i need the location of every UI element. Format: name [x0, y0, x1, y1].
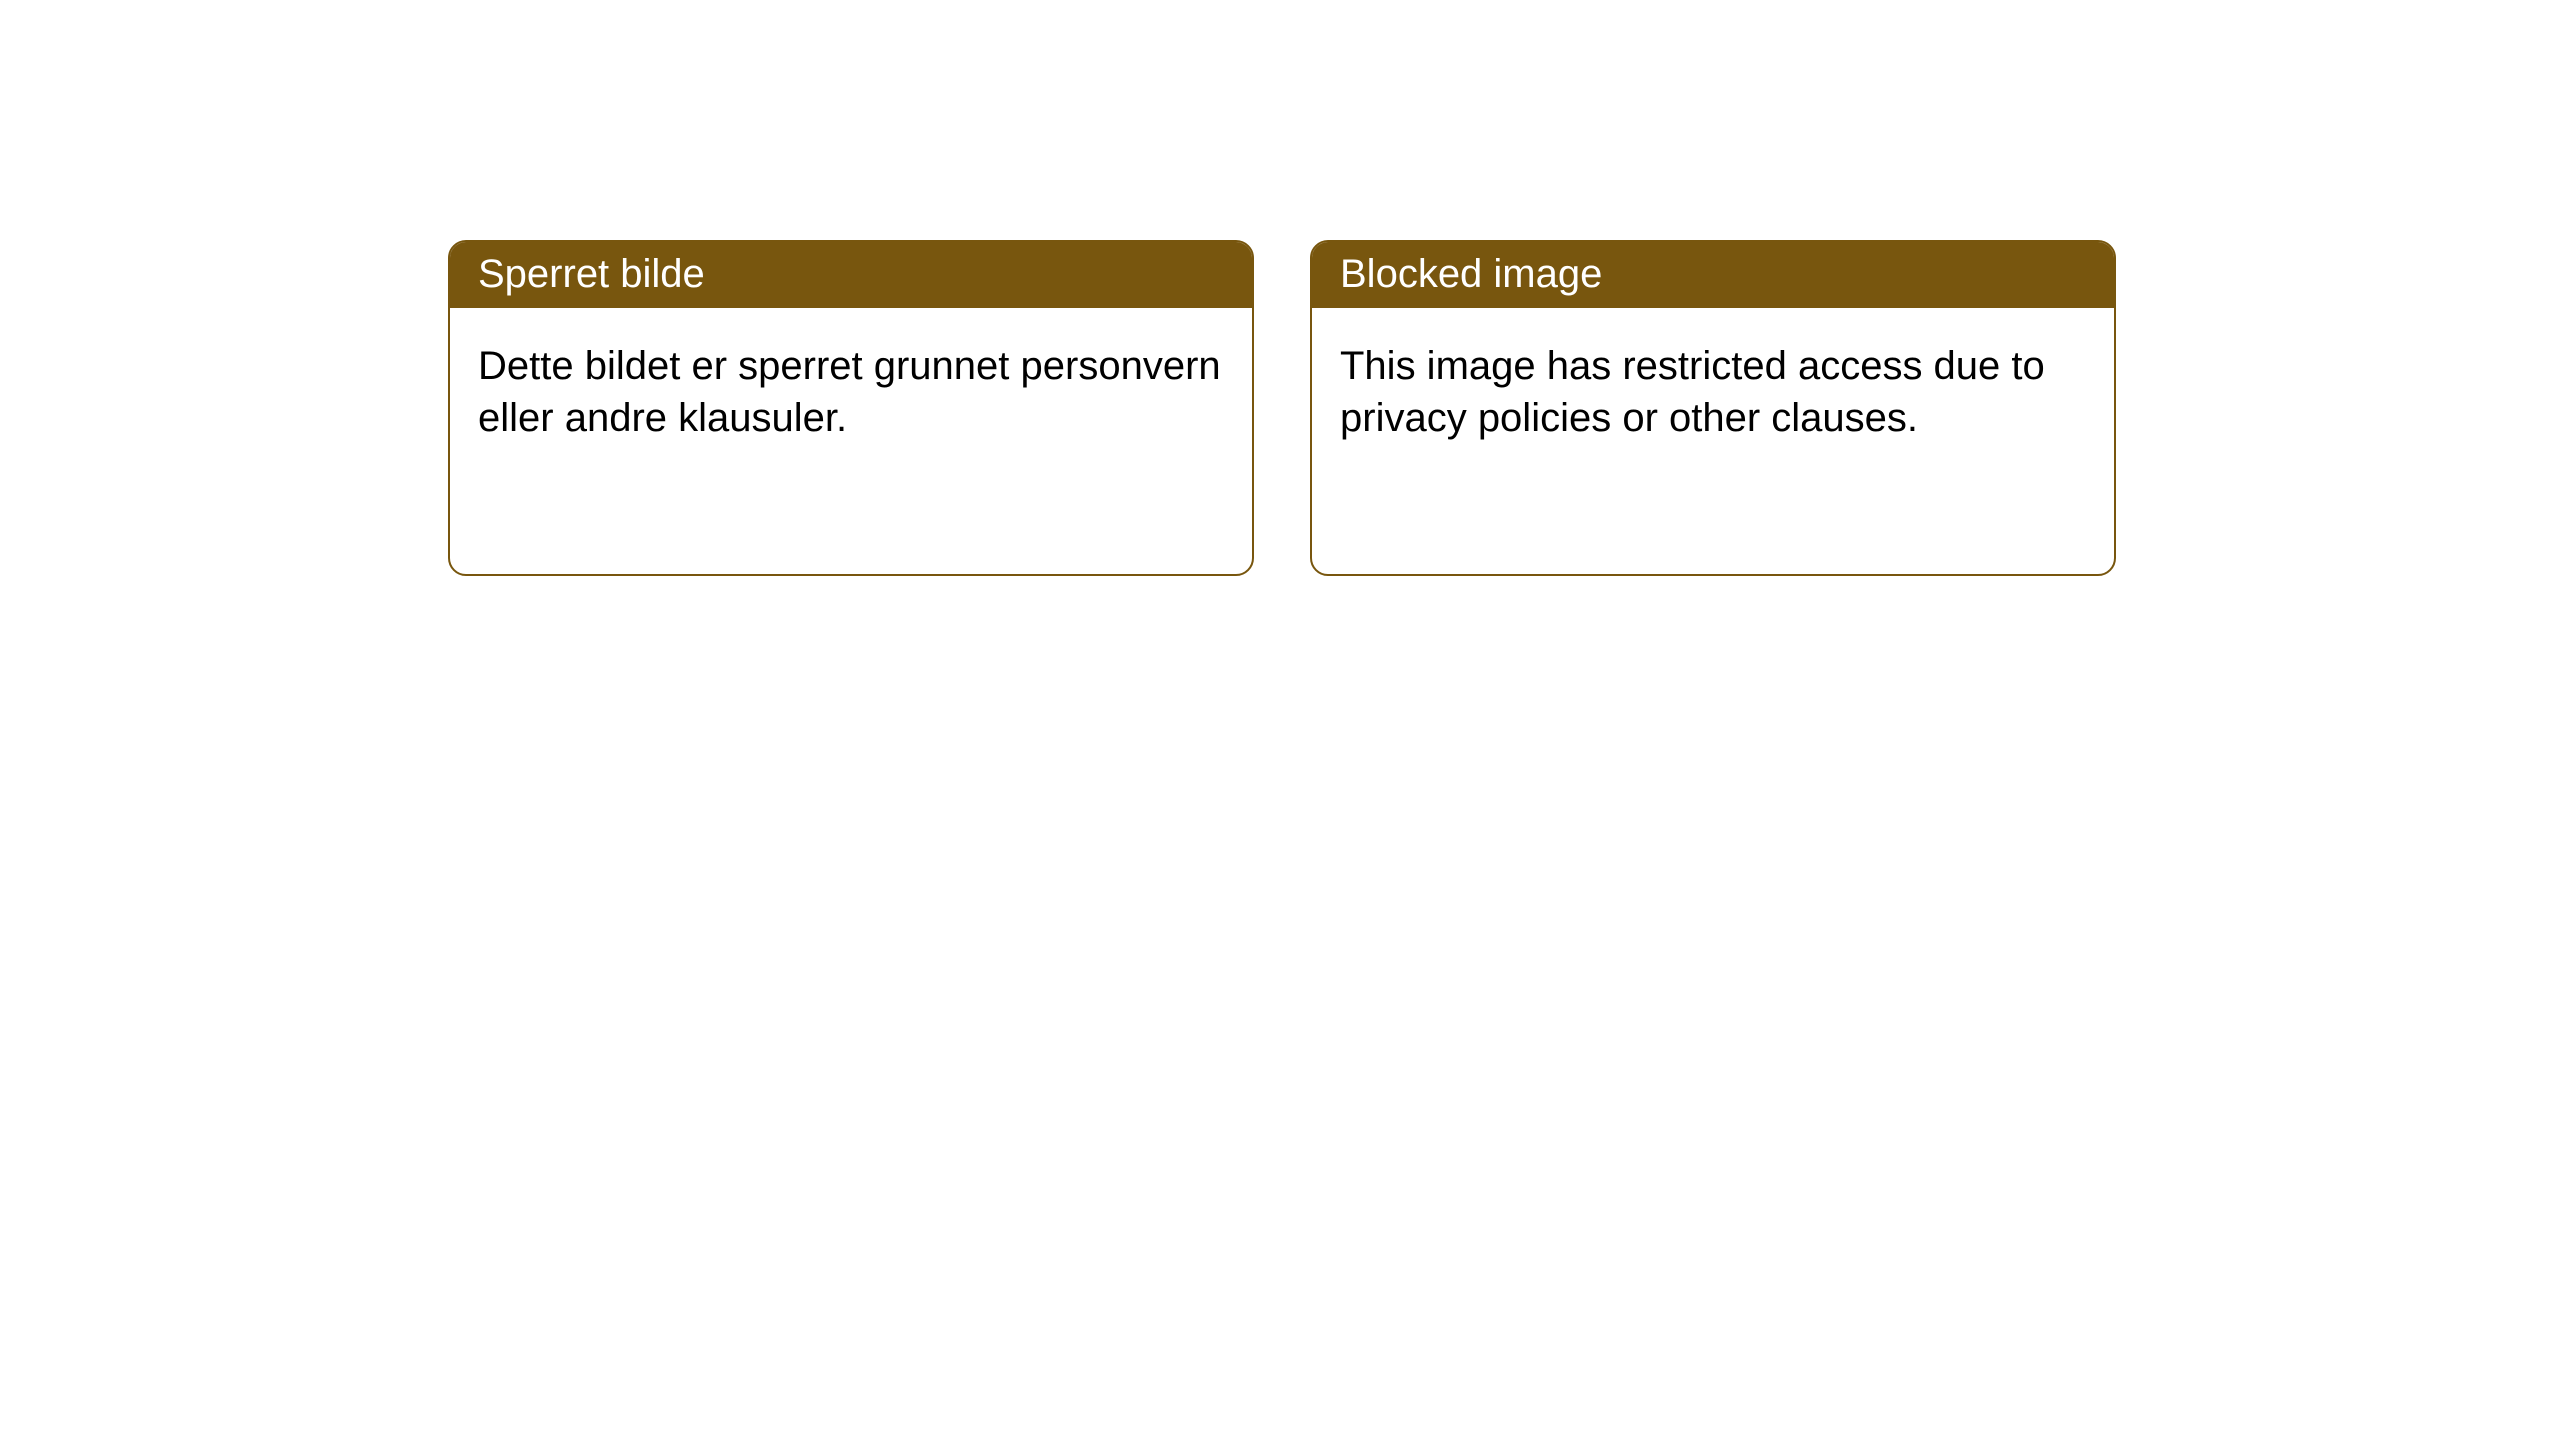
card-body: This image has restricted access due to … — [1312, 308, 2114, 476]
card-header: Sperret bilde — [450, 242, 1252, 308]
notice-card-norwegian: Sperret bilde Dette bildet er sperret gr… — [448, 240, 1254, 576]
card-header: Blocked image — [1312, 242, 2114, 308]
notice-cards-container: Sperret bilde Dette bildet er sperret gr… — [448, 240, 2116, 576]
card-body: Dette bildet er sperret grunnet personve… — [450, 308, 1252, 476]
notice-card-english: Blocked image This image has restricted … — [1310, 240, 2116, 576]
